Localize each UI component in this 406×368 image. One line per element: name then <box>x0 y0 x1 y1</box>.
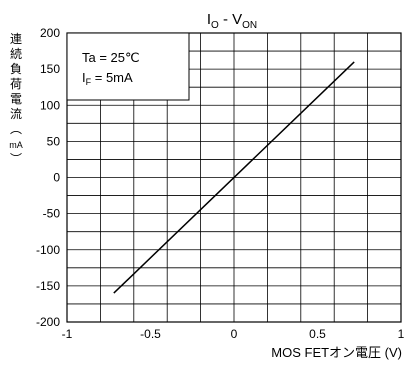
legend-line-2: IF = 5mA <box>82 70 133 87</box>
x-tick-label: -1 <box>62 327 73 341</box>
legend-frame <box>66 32 190 101</box>
y-label-char: 続 <box>10 47 22 61</box>
chart-title: IO - VON <box>207 11 257 31</box>
y-label-char: ︵ <box>10 122 22 136</box>
y-tick-label: 50 <box>47 134 61 148</box>
y-label-char: 荷 <box>10 77 22 91</box>
title-main-sub: O <box>211 20 219 31</box>
x-tick-label: 0.5 <box>309 327 326 341</box>
x-tick-label: 0 <box>231 327 238 341</box>
x-axis-label: MOS FETオン電圧 (V) <box>271 345 402 360</box>
y-label-char: 流 <box>10 107 22 121</box>
legend-box: Ta = 25℃ IF = 5mA <box>66 32 190 101</box>
y-tick-label: -150 <box>36 279 60 293</box>
y-tick-label: 0 <box>53 171 60 185</box>
x-tick-labels: -1 -0.5 0 0.5 1 <box>62 327 405 341</box>
title-sep-sub: ON <box>242 20 257 31</box>
y-label-char: 連 <box>10 32 22 46</box>
y-label-char: ︶ <box>10 152 22 166</box>
title-sep: - V <box>219 11 242 28</box>
y-tick-label: 150 <box>40 62 60 76</box>
y-label-char: 電 <box>10 92 22 106</box>
series-line-0 <box>113 61 355 294</box>
legend-line-1: Ta = 25℃ <box>82 50 140 65</box>
y-tick-label: -50 <box>43 207 61 221</box>
x-tick-label: -0.5 <box>140 327 161 341</box>
y-tick-label: -200 <box>36 315 60 329</box>
legend-line2-sub: F <box>86 77 92 87</box>
y-label-char: mA <box>9 140 23 150</box>
y-tick-label: 200 <box>40 26 60 40</box>
y-tick-label: -100 <box>36 243 60 257</box>
plot-frame <box>66 32 402 323</box>
series-group <box>113 61 355 294</box>
title-main: I <box>207 11 211 28</box>
legend-line2-tail: = 5mA <box>91 70 133 85</box>
y-tick-label: 100 <box>40 98 60 112</box>
y-tick-labels: 200 150 100 50 0 -50 -100 -150 -200 <box>36 26 60 329</box>
legend-line2-main: I <box>82 70 86 85</box>
y-label-char: 負 <box>10 62 22 76</box>
x-tick-label: 1 <box>398 327 405 341</box>
